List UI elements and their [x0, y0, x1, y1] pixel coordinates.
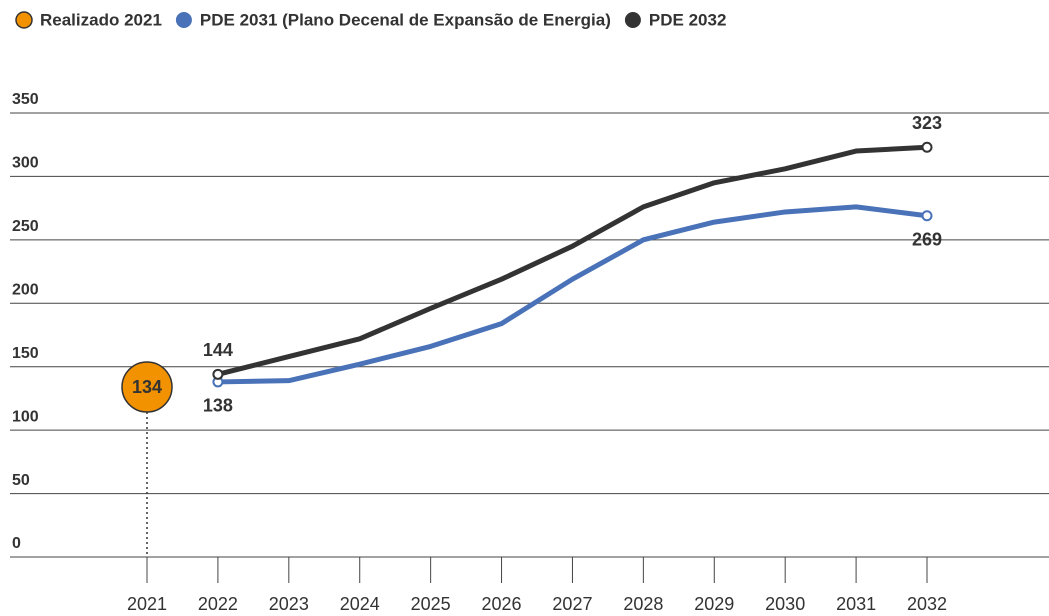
y-tick-label: 300: [12, 155, 39, 172]
y-tick-label: 250: [12, 218, 39, 235]
legend-marker: [15, 11, 33, 29]
series-line: [217, 144, 928, 377]
x-tick-label: 2029: [694, 594, 734, 614]
data-label: 144: [203, 340, 233, 360]
series-line: [217, 204, 928, 385]
legend-marker: [624, 12, 641, 28]
y-tick-label: 50: [12, 472, 30, 489]
y-tick-label: 200: [12, 282, 39, 299]
legend-label: PDE 2032: [649, 10, 727, 29]
data-label: 138: [203, 396, 233, 416]
x-tick-label: 2023: [269, 594, 309, 614]
data-label: 323: [912, 113, 942, 133]
data-label: 134: [132, 377, 162, 397]
y-tick-label: 350: [12, 91, 39, 108]
x-tick-label: 2022: [198, 594, 238, 614]
end-marker: [921, 141, 933, 153]
x-tick-label: 2025: [411, 594, 451, 614]
x-tick-label: 2032: [907, 594, 947, 614]
legend-label: PDE 2031 (Plano Decenal de Expansão de E…: [200, 10, 611, 29]
x-tick-label: 2028: [623, 594, 663, 614]
point: [121, 361, 173, 413]
x-tick-label: 2026: [482, 594, 522, 614]
end-marker: [921, 210, 933, 222]
x-tick-label: 2030: [765, 594, 805, 614]
legend-label: Realizado 2021: [40, 10, 162, 29]
x-tick-label: 2027: [552, 594, 592, 614]
x-tick-label: 2031: [836, 594, 876, 614]
y-tick-label: 100: [12, 408, 39, 425]
x-tick-label: 2021: [127, 594, 167, 614]
x-tick-label: 2024: [340, 594, 380, 614]
end-marker: [212, 368, 224, 380]
y-tick-label: 150: [12, 345, 39, 362]
legend-marker: [175, 12, 192, 28]
data-label: 269: [912, 230, 942, 250]
y-tick-label: 0: [12, 535, 21, 552]
